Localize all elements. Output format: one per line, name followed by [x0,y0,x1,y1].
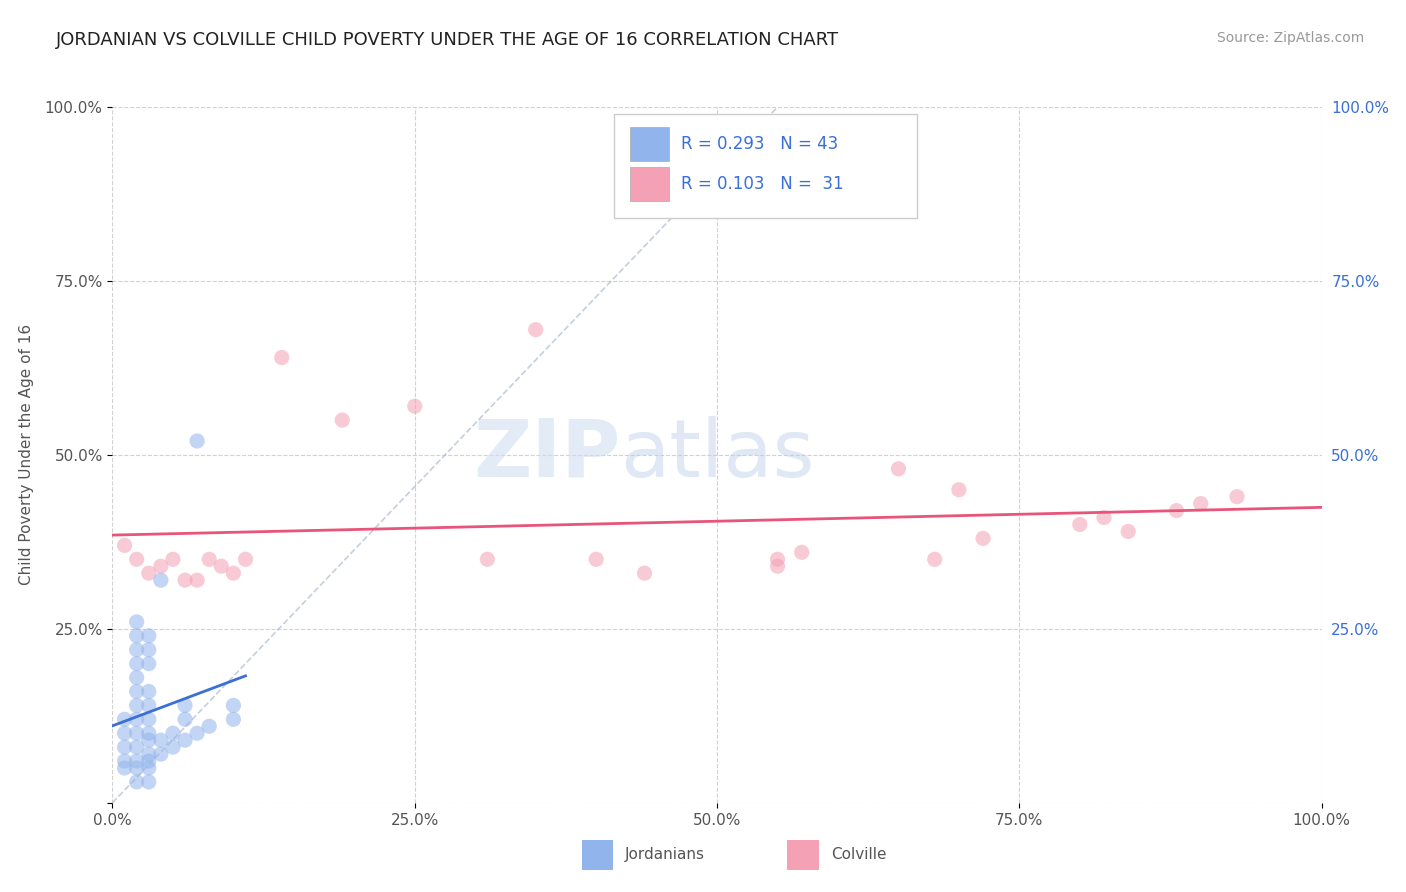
Point [924,552,946,566]
Point [114,740,136,755]
Text: ZIP: ZIP [472,416,620,494]
Point [198,719,221,733]
Point [186,434,208,448]
Text: atlas: atlas [620,416,814,494]
Point [174,712,197,726]
Point [1189,497,1212,511]
Point [149,733,172,747]
Point [404,399,426,413]
Text: JORDANIAN VS COLVILLE CHILD POVERTY UNDER THE AGE OF 16 CORRELATION CHART: JORDANIAN VS COLVILLE CHILD POVERTY UNDE… [56,31,839,49]
Point [125,671,148,685]
Point [222,698,245,713]
Point [138,747,160,761]
Point [972,532,994,546]
Point [138,566,160,581]
Point [125,712,148,726]
Point [790,545,813,559]
Point [524,323,547,337]
Point [162,726,184,740]
FancyBboxPatch shape [787,839,818,871]
Point [138,629,160,643]
Point [270,351,292,365]
Point [1092,510,1115,524]
Point [114,538,136,552]
Point [125,629,148,643]
Point [138,754,160,768]
Point [477,552,499,566]
Text: Colville: Colville [831,847,886,863]
Point [330,413,353,427]
Point [125,698,148,713]
Point [138,657,160,671]
Point [138,775,160,789]
Point [198,552,221,566]
Point [209,559,232,574]
Point [222,566,245,581]
Point [138,712,160,726]
Point [186,726,208,740]
Text: Jordanians: Jordanians [626,847,706,863]
Text: R = 0.293   N = 43: R = 0.293 N = 43 [681,135,838,153]
Point [138,761,160,775]
Y-axis label: Child Poverty Under the Age of 16: Child Poverty Under the Age of 16 [18,325,34,585]
Point [125,615,148,629]
FancyBboxPatch shape [630,167,669,201]
Point [138,684,160,698]
Point [125,657,148,671]
Point [174,698,197,713]
Point [162,740,184,755]
Point [766,552,789,566]
Point [174,573,197,587]
Text: R = 0.103   N =  31: R = 0.103 N = 31 [681,175,844,193]
Point [138,642,160,657]
FancyBboxPatch shape [630,127,669,161]
Point [125,726,148,740]
Point [149,573,172,587]
Point [766,559,789,574]
Point [186,573,208,587]
Point [887,462,910,476]
Point [138,698,160,713]
FancyBboxPatch shape [614,114,917,219]
Point [114,726,136,740]
Point [1166,503,1188,517]
Point [149,559,172,574]
Point [125,684,148,698]
Point [125,775,148,789]
Point [948,483,970,497]
Point [138,726,160,740]
Point [125,761,148,775]
Point [125,754,148,768]
Point [114,712,136,726]
Point [125,642,148,657]
Point [585,552,607,566]
Point [114,754,136,768]
Point [114,761,136,775]
Point [1226,490,1249,504]
Text: Source: ZipAtlas.com: Source: ZipAtlas.com [1216,31,1364,45]
Point [125,740,148,755]
Point [149,747,172,761]
Point [174,733,197,747]
Point [125,552,148,566]
Point [222,712,245,726]
Point [633,566,655,581]
Point [162,552,184,566]
Point [1116,524,1139,539]
Point [1069,517,1091,532]
Point [138,733,160,747]
Point [235,552,257,566]
FancyBboxPatch shape [582,839,613,871]
